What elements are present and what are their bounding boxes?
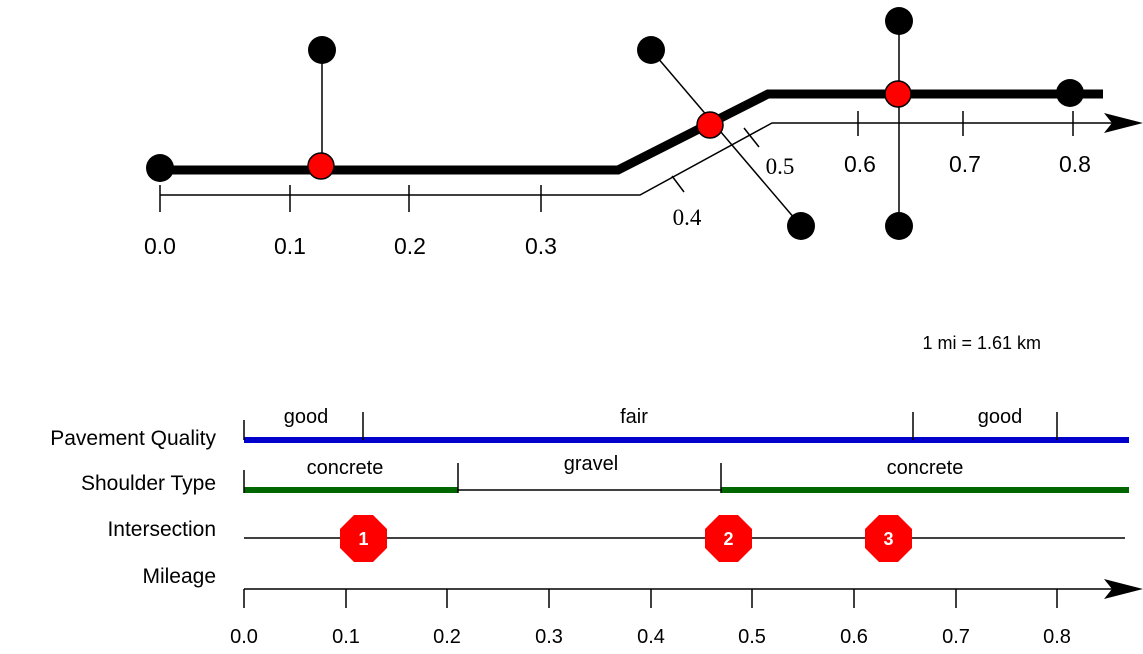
mileage-label: 0.8 [1043,626,1071,648]
map-tick-label: 0.5 [766,154,795,179]
node [885,212,913,240]
map-tick-label: 0.4 [673,205,702,230]
stop-sign-number: 2 [723,529,733,549]
mileage-label: 0.4 [637,626,665,648]
main-road [160,89,1103,175]
map-tick-label: 0.8 [1059,151,1091,177]
mileage-label: 0.0 [230,626,258,648]
row-label-intersection: Intersection [107,518,216,541]
map-tick-label: 0.7 [949,151,981,177]
stop-sign-number: 1 [358,529,368,549]
intersection-node-2 [696,111,724,139]
mileage-label: 0.6 [840,626,868,648]
map-tick-label: 0.6 [844,151,876,177]
row-labels: Pavement Quality Shoulder Type Intersect… [50,427,216,588]
node [146,154,174,182]
pavement-row: good fair good [243,406,1129,443]
road-map: 0.0 0.1 0.2 0.3 0.4 0.5 0.6 0.7 0.8 [144,7,1143,259]
pavement-label: good [978,406,1023,428]
map-tick-label: 0.3 [525,233,557,259]
mileage-label: 0.1 [332,626,360,648]
stop-sign-1: 1 [340,515,387,562]
stop-sign-3: 3 [865,515,912,562]
node [637,36,665,64]
cross-street-2 [650,49,802,227]
map-ticks [159,111,1074,212]
shoulder-row: concrete gravel concrete [243,453,1129,493]
intersection-nodes [307,80,912,180]
mileage-label: 0.7 [942,626,970,648]
strip-diagram: Pavement Quality Shoulder Type Intersect… [50,406,1143,648]
mileage-label: 0.5 [738,626,766,648]
intersection-node-3 [884,80,912,108]
map-tick-label: 0.0 [144,233,176,259]
node [308,36,336,64]
shoulder-bar-concrete [721,487,1129,493]
shoulder-label: concrete [307,457,384,479]
row-label-shoulder: Shoulder Type [81,472,216,495]
map-tick-label: 0.2 [394,233,426,259]
cross-streets [321,21,900,227]
map-tick-label: 0.1 [274,233,306,259]
stop-sign-number: 3 [883,529,893,549]
row-label-pavement: Pavement Quality [50,427,216,450]
map-tick-labels: 0.0 0.1 0.2 0.3 0.4 0.5 0.6 0.7 0.8 [144,151,1091,259]
pavement-label: good [284,406,329,428]
pavement-bar [244,437,1129,443]
node [885,7,913,35]
mileage-row: 0.0 0.1 0.2 0.3 0.4 0.5 0.6 0.7 0.8 [230,579,1143,648]
node [1056,79,1084,107]
map-tick [743,127,760,148]
mileage-label: 0.3 [535,626,563,648]
conversion-note: 1 mi = 1.61 km [922,333,1041,353]
row-label-mileage: Mileage [142,565,216,588]
map-mileage-arrowhead [1104,113,1143,133]
map-tick [671,175,685,193]
map-mileage-line [160,122,1120,196]
mileage-arrowhead [1104,579,1143,599]
shoulder-label: gravel [564,453,618,475]
intersection-node-1 [307,152,335,180]
intersection-row: 1 2 3 [244,515,1125,562]
mileage-label: 0.2 [433,626,461,648]
end-nodes [146,7,1084,240]
node [787,212,815,240]
shoulder-label: concrete [887,457,964,479]
stop-sign-2: 2 [705,515,752,562]
pavement-label: fair [620,406,648,428]
shoulder-bar-concrete [244,487,458,493]
